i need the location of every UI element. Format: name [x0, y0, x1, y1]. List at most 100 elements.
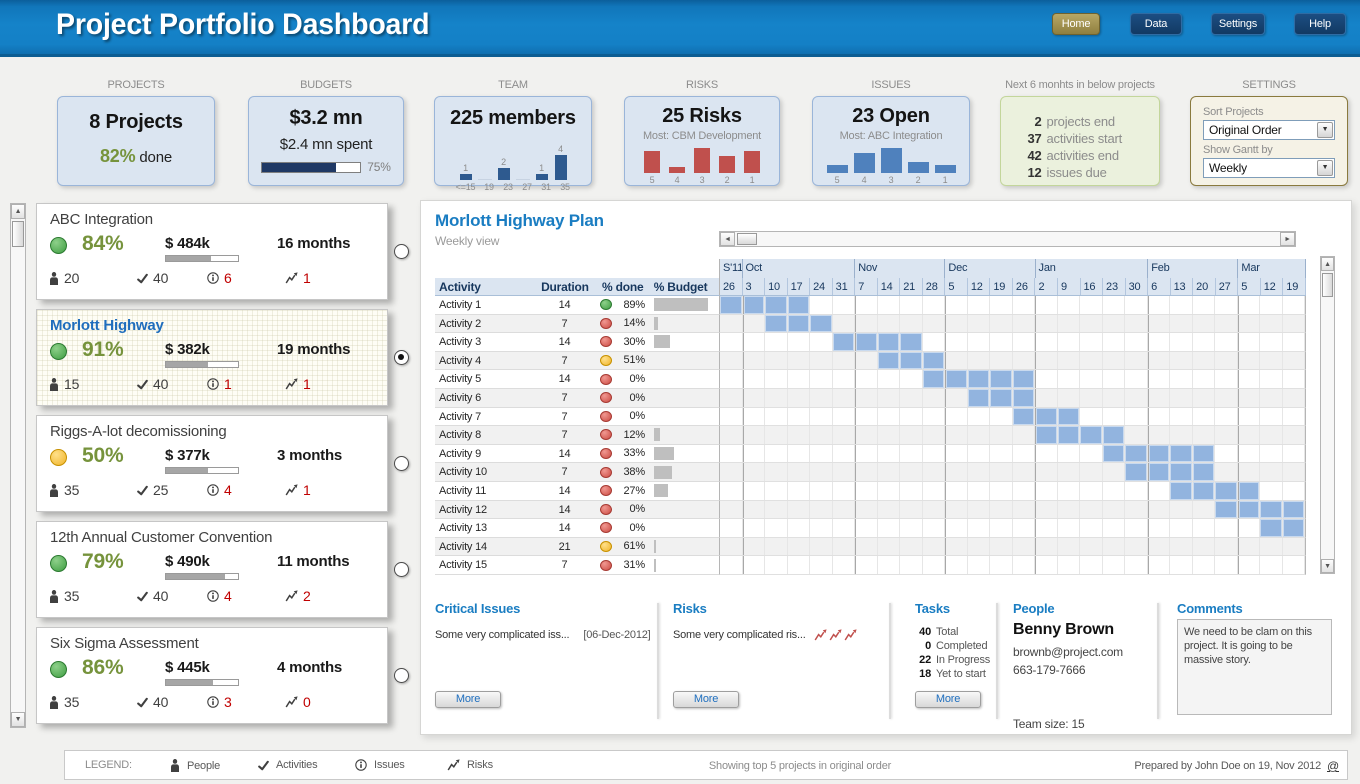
- scrollbar-thumb[interactable]: [737, 233, 757, 245]
- project-list-scrollbar[interactable]: ▲ ▼: [10, 203, 26, 728]
- activity-name: Activity 5: [439, 373, 482, 386]
- gantt-cell: [742, 537, 765, 556]
- team-size: Team size: 15: [1013, 717, 1085, 731]
- gantt-cell: [810, 426, 833, 444]
- project-card-2[interactable]: Riggs-A-lot decomissioning 50% $ 377k 3 mon…: [36, 415, 388, 512]
- show-gantt-dropdown[interactable]: Weekly ▼: [1203, 158, 1335, 178]
- scroll-down-icon[interactable]: ▼: [11, 712, 25, 727]
- radio-project-1[interactable]: [394, 350, 409, 365]
- header-button-settings[interactable]: Settings: [1211, 13, 1265, 35]
- gantt-cell: [990, 463, 1013, 481]
- gantt-bar-cell: [990, 370, 1013, 388]
- scroll-up-icon[interactable]: ▲: [1321, 257, 1334, 271]
- gantt-cell: [923, 407, 945, 426]
- gantt-cell: [1147, 389, 1170, 407]
- gantt-week-label: 24: [810, 278, 833, 295]
- chevron-down-icon[interactable]: ▼: [1317, 122, 1333, 138]
- gantt-cell: [1080, 444, 1103, 463]
- gantt-grid-row: [719, 500, 1306, 520]
- gantt-cell: [1237, 351, 1260, 370]
- gantt-bar-cell: [1170, 482, 1193, 500]
- gantt-cell: [810, 500, 833, 519]
- info-icon: [207, 484, 219, 496]
- kpi-card-team: 225 members 1 2 1 4 <=15 19 23 27 31 35: [434, 96, 592, 192]
- gantt-table-row: Activity 1 14 89%: [435, 296, 719, 315]
- gantt-cell: [923, 519, 945, 537]
- gantt-cell: [765, 556, 788, 574]
- gantt-bar-cell: [720, 296, 743, 314]
- gantt-grid-row: [719, 463, 1306, 482]
- radio-project-2[interactable]: [394, 456, 409, 471]
- activities-count-value: 40: [153, 376, 169, 392]
- gantt-cell: [990, 333, 1013, 351]
- person-email[interactable]: brownb@project.com: [1013, 645, 1123, 659]
- gantt-cell: [1035, 351, 1058, 370]
- tasks-more-button[interactable]: More: [915, 691, 981, 708]
- gantt-bar-cell: [765, 296, 788, 314]
- gantt-cell: [1260, 463, 1283, 481]
- activity-budget-cell: [652, 315, 719, 333]
- gantt-cell: [968, 537, 990, 556]
- project-card-3[interactable]: 12th Annual Customer Convention 79% $ 490k…: [36, 521, 388, 618]
- gantt-cell: [810, 351, 833, 370]
- gantt-cell: [1170, 296, 1193, 314]
- header-button-data[interactable]: Data: [1130, 13, 1182, 35]
- gantt-bar-cell: [1237, 500, 1260, 519]
- issues-count-value: 1: [224, 376, 232, 392]
- sort-projects-dropdown[interactable]: Original Order ▼: [1203, 120, 1335, 140]
- person-phone: 663-179-7666: [1013, 663, 1086, 677]
- gantt-subtitle: Weekly view: [435, 234, 500, 248]
- gantt-week-label: 9: [1057, 278, 1081, 295]
- risks-more-button[interactable]: More: [673, 691, 739, 708]
- gantt-h-scrollbar[interactable]: ◄ ►: [719, 231, 1296, 247]
- critical-issue-item: Some very complicated iss... [06-Dec-201…: [435, 629, 651, 641]
- gantt-cell: [742, 370, 765, 388]
- gantt-cell: [1013, 351, 1035, 370]
- critical-issue-date: [06-Dec-2012]: [583, 629, 651, 641]
- project-card-0[interactable]: ABC Integration 84% $ 484k 16 months 20 40 6 1: [36, 203, 388, 300]
- people-count: 35: [49, 588, 79, 604]
- scroll-down-icon[interactable]: ▼: [1321, 559, 1334, 573]
- email-link[interactable]: @: [1327, 759, 1339, 773]
- scrollbar-thumb[interactable]: [12, 221, 24, 247]
- gantt-cell: [1215, 333, 1238, 351]
- gantt-cell: [1170, 407, 1193, 426]
- gantt-cell: [720, 482, 743, 500]
- radio-project-4[interactable]: [394, 668, 409, 683]
- gantt-cell: [720, 519, 743, 537]
- gantt-cell: [990, 444, 1013, 463]
- col-budget: % Budget: [653, 280, 708, 294]
- gantt-v-scrollbar[interactable]: ▲ ▼: [1320, 256, 1335, 574]
- gantt-cell: [1125, 556, 1148, 574]
- scroll-left-icon[interactable]: ◄: [720, 232, 735, 246]
- header-button-home[interactable]: Home: [1052, 13, 1100, 35]
- scrollbar-thumb[interactable]: [1322, 273, 1333, 297]
- activity-done-value: 30%: [623, 335, 646, 348]
- project-card-4[interactable]: Six Sigma Assessment 86% $ 445k 4 months 35 4…: [36, 627, 388, 724]
- critical-issues-more-button[interactable]: More: [435, 691, 501, 708]
- header-button-help[interactable]: Help: [1294, 13, 1346, 35]
- project-budget-bar: [165, 255, 239, 262]
- radio-project-0[interactable]: [394, 244, 409, 259]
- radio-project-3[interactable]: [394, 562, 409, 577]
- gantt-cell: [1080, 389, 1103, 407]
- project-budget-fill: [166, 574, 226, 579]
- project-card-1[interactable]: Morlott Highway 91% $ 382k 19 months 15 40 1 1: [36, 309, 388, 406]
- chevron-down-icon[interactable]: ▼: [1317, 160, 1333, 176]
- activity-budget-bar: [653, 447, 675, 461]
- scroll-right-icon[interactable]: ►: [1280, 232, 1295, 246]
- gantt-cell: [788, 370, 810, 388]
- gantt-cell: [1103, 370, 1125, 388]
- activity-duration: 14: [558, 485, 571, 497]
- activity-done: 30%: [593, 333, 652, 351]
- issues-chart-bar: [826, 164, 848, 173]
- gantt-title: Morlott Highway Plan: [435, 211, 604, 230]
- footer-status-text: Showing top 5 projects in original order: [708, 760, 892, 772]
- team-histogram: 1 2 1 4 <=15 19 23 27 31 35: [435, 144, 591, 192]
- gantt-cell: [1147, 333, 1170, 351]
- activity-name: Activity 2: [439, 317, 482, 330]
- gantt-cell: [1170, 370, 1193, 388]
- scroll-up-icon[interactable]: ▲: [11, 204, 25, 219]
- kpi-card-settings: Sort Projects Original Order ▼ Show Gant…: [1190, 96, 1348, 186]
- activity-name: Activity 1: [439, 299, 482, 311]
